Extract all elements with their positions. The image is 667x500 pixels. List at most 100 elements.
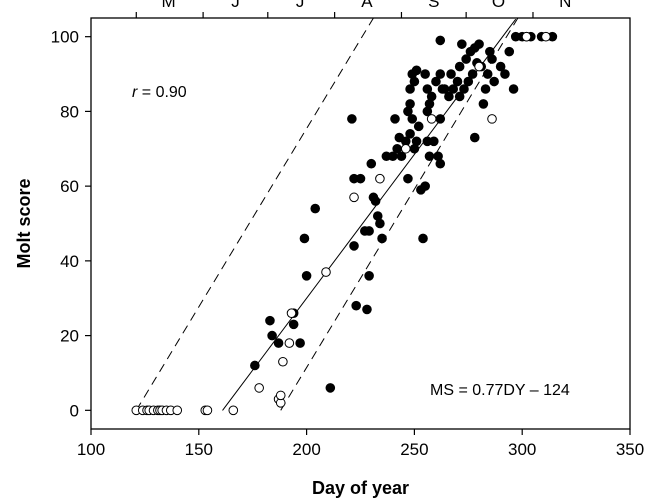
r-value: = 0.90 xyxy=(137,84,186,101)
correlation-annotation: r = 0.90 xyxy=(132,84,187,101)
filled-point xyxy=(480,84,491,94)
x-tick-label: 350 xyxy=(616,440,644,459)
open-point xyxy=(278,356,288,367)
filled-point xyxy=(364,226,374,236)
filled-point xyxy=(295,338,305,348)
x-tick-label: 250 xyxy=(400,440,428,459)
r-symbol: r xyxy=(132,84,138,101)
y-tick-label: 80 xyxy=(60,102,79,121)
x-tick-label: 100 xyxy=(77,440,105,459)
month-label: M xyxy=(162,0,176,11)
filled-point xyxy=(310,203,321,214)
open-point xyxy=(474,61,484,72)
open-point xyxy=(284,338,295,348)
filled-point xyxy=(457,39,467,49)
filled-point xyxy=(435,158,446,169)
filled-point xyxy=(409,76,420,87)
x-axis-title: Day of year xyxy=(312,478,409,498)
filled-point xyxy=(370,196,381,206)
open-point xyxy=(321,267,331,277)
y-tick-label: 60 xyxy=(60,177,79,196)
filled-point xyxy=(454,61,465,72)
filled-point xyxy=(362,304,372,315)
confidence-line xyxy=(280,17,519,411)
filled-point xyxy=(424,151,435,162)
plot-frame xyxy=(90,17,631,430)
filled-point xyxy=(500,69,510,79)
filled-point xyxy=(459,84,469,94)
confidence-lines xyxy=(135,17,519,411)
confidence-line xyxy=(135,17,374,411)
filled-point xyxy=(299,233,310,244)
open-point xyxy=(375,173,385,184)
filled-point xyxy=(355,173,366,184)
filled-point xyxy=(435,114,446,124)
month-label: J xyxy=(231,0,240,11)
filled-point xyxy=(482,69,493,79)
y-tick-label: 100 xyxy=(51,28,79,47)
filled-point xyxy=(454,91,465,102)
filled-point xyxy=(405,84,415,94)
filled-point xyxy=(411,65,422,76)
filled-point xyxy=(478,99,489,109)
filled-point xyxy=(429,136,439,147)
filled-point xyxy=(474,39,484,49)
y-axis-title: Molt score xyxy=(14,178,34,268)
month-label: N xyxy=(559,0,571,11)
filled-point xyxy=(431,76,441,87)
regression-equation: MS = 0.77DY – 124 xyxy=(430,382,570,399)
filled-point xyxy=(375,218,385,229)
filled-point xyxy=(267,330,277,341)
filled-point xyxy=(487,54,497,64)
filled-point xyxy=(301,271,312,281)
open-point xyxy=(349,192,359,203)
filled-point xyxy=(489,76,499,87)
filled-point xyxy=(403,173,413,184)
filled-point xyxy=(420,181,430,191)
month-label: A xyxy=(361,0,373,11)
filled-point xyxy=(448,84,459,94)
filled-point xyxy=(413,121,424,132)
open-point xyxy=(426,114,437,124)
y-tick-label: 40 xyxy=(60,252,79,271)
open-point xyxy=(275,390,286,401)
filled-point xyxy=(444,91,454,102)
filled-point xyxy=(495,61,506,72)
filled-point xyxy=(347,114,357,124)
filled-point xyxy=(469,132,480,143)
open-point xyxy=(228,405,239,416)
filled-point xyxy=(265,315,275,326)
filled-point xyxy=(411,136,422,147)
x-tick-label: 200 xyxy=(292,440,320,459)
month-label: J xyxy=(296,0,305,11)
filled-point xyxy=(405,129,415,139)
x-tick-label: 300 xyxy=(508,440,536,459)
y-tick-label: 20 xyxy=(60,327,79,346)
open-point xyxy=(521,31,532,42)
filled-point xyxy=(461,54,471,64)
filled-point xyxy=(407,114,418,124)
open-point xyxy=(487,114,497,124)
filled-point xyxy=(405,99,415,109)
open-point xyxy=(400,143,411,154)
filled-point xyxy=(508,84,519,94)
filled-point xyxy=(377,233,387,244)
filled-point xyxy=(435,35,446,46)
open-point xyxy=(254,383,264,393)
filled-point xyxy=(463,76,474,87)
filled-point xyxy=(273,338,284,348)
month-label: O xyxy=(492,0,505,11)
filled-point xyxy=(364,271,374,281)
filled-point xyxy=(390,114,400,124)
x-tick-label: 150 xyxy=(185,440,213,459)
filled-point xyxy=(325,383,336,393)
open-point xyxy=(202,405,213,416)
filled-point xyxy=(426,91,437,102)
open-point xyxy=(172,405,183,416)
filled-point xyxy=(288,319,299,330)
filled-point xyxy=(467,69,478,79)
data-points xyxy=(131,31,558,416)
filled-point xyxy=(446,69,456,79)
filled-point xyxy=(504,46,515,57)
filled-point xyxy=(250,360,260,371)
